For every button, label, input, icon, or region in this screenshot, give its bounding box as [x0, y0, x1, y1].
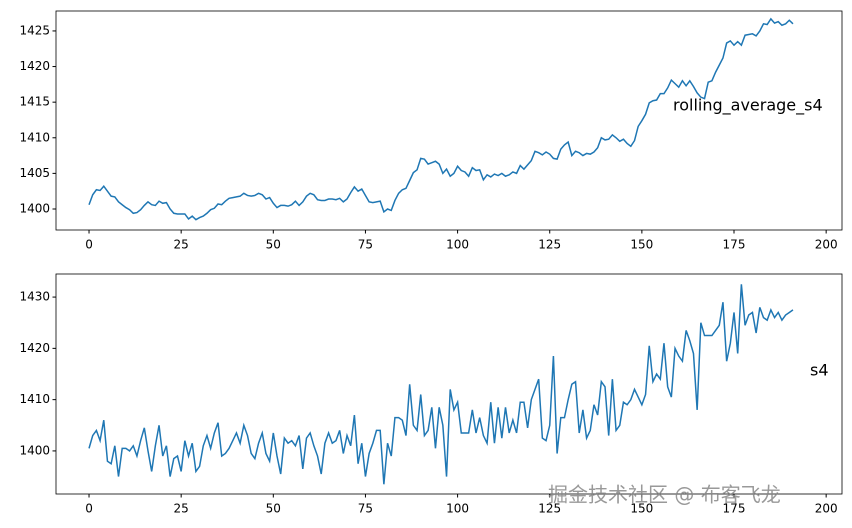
x-tick-label: 25 — [174, 238, 189, 252]
y-tick-label: 1420 — [19, 341, 50, 355]
y-tick-label: 1410 — [19, 130, 50, 144]
x-tick-label: 50 — [266, 238, 281, 252]
x-tick-label: 125 — [538, 238, 561, 252]
x-tick-label: 175 — [723, 238, 746, 252]
data-line — [88, 284, 794, 485]
y-tick-label: 1410 — [19, 392, 50, 406]
y-tick-label: 1400 — [19, 443, 50, 457]
data-line — [88, 17, 794, 221]
y-tick-label: 1420 — [19, 59, 50, 73]
x-tick-label: 0 — [85, 238, 93, 252]
x-tick-label: 100 — [446, 502, 469, 516]
x-tick-label: 0 — [85, 502, 93, 516]
x-tick-label: 200 — [815, 502, 838, 516]
watermark: 掘金技术社区 @ 布客飞龙 — [548, 483, 781, 507]
x-tick-label: 75 — [358, 502, 373, 516]
axes-frame — [55, 10, 843, 231]
axes-frame — [55, 273, 843, 495]
x-tick-label: 150 — [630, 238, 653, 252]
y-tick-label: 1400 — [19, 201, 50, 215]
y-tick-label: 1425 — [19, 23, 50, 37]
x-tick-label: 100 — [446, 238, 469, 252]
x-tick-label: 25 — [174, 502, 189, 516]
x-tick-label: 200 — [815, 238, 838, 252]
y-tick-label: 1405 — [19, 166, 50, 180]
x-tick-label: 125 — [538, 502, 561, 516]
x-tick-label: 175 — [723, 502, 746, 516]
x-tick-label: 50 — [266, 502, 281, 516]
x-tick-label: 75 — [358, 238, 373, 252]
y-tick-label: 1430 — [19, 290, 50, 304]
series-annotation: rolling_average_s4 — [673, 96, 823, 116]
x-tick-label: 150 — [630, 502, 653, 516]
series-annotation: s4 — [810, 361, 829, 380]
y-tick-label: 1415 — [19, 95, 50, 109]
